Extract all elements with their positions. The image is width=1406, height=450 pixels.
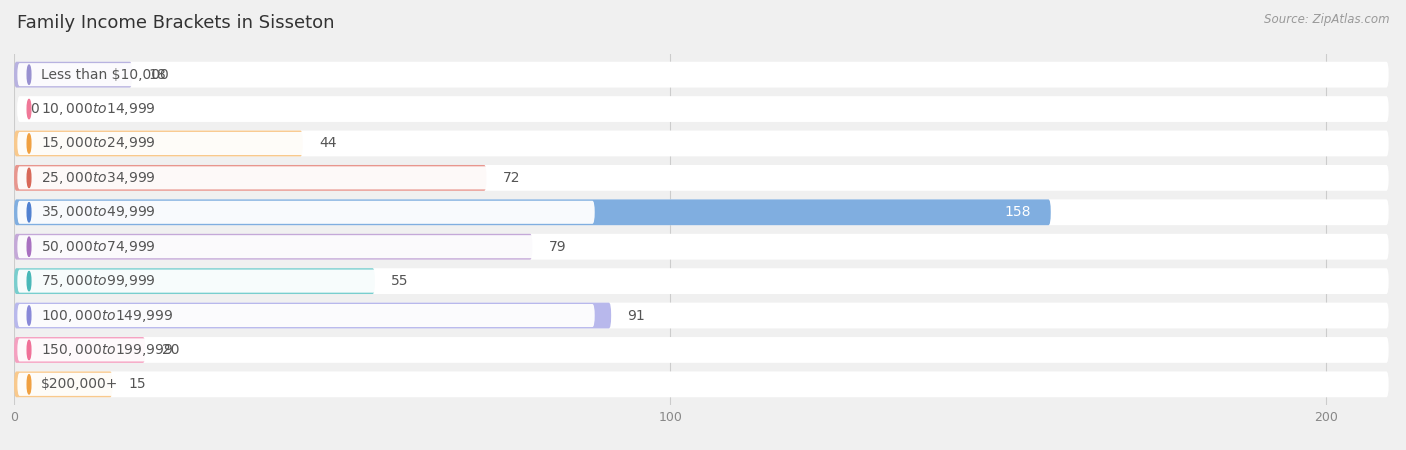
Text: 91: 91 <box>627 309 645 323</box>
FancyBboxPatch shape <box>14 234 533 260</box>
Circle shape <box>27 202 31 222</box>
FancyBboxPatch shape <box>17 337 1389 363</box>
Circle shape <box>27 237 31 256</box>
Text: 72: 72 <box>503 171 520 185</box>
Text: $150,000 to $199,999: $150,000 to $199,999 <box>41 342 173 358</box>
Circle shape <box>27 99 31 119</box>
Text: $25,000 to $34,999: $25,000 to $34,999 <box>41 170 156 186</box>
FancyBboxPatch shape <box>17 201 595 224</box>
FancyBboxPatch shape <box>14 268 375 294</box>
Circle shape <box>27 134 31 153</box>
Text: Source: ZipAtlas.com: Source: ZipAtlas.com <box>1264 14 1389 27</box>
FancyBboxPatch shape <box>14 302 612 328</box>
FancyBboxPatch shape <box>14 337 145 363</box>
FancyBboxPatch shape <box>17 62 1389 88</box>
Text: 158: 158 <box>1004 205 1031 219</box>
FancyBboxPatch shape <box>14 130 302 157</box>
Circle shape <box>27 340 31 360</box>
Circle shape <box>27 271 31 291</box>
FancyBboxPatch shape <box>17 304 595 327</box>
FancyBboxPatch shape <box>14 62 132 88</box>
Text: $200,000+: $200,000+ <box>41 378 118 392</box>
Text: Family Income Brackets in Sisseton: Family Income Brackets in Sisseton <box>17 14 335 32</box>
FancyBboxPatch shape <box>17 132 595 155</box>
FancyBboxPatch shape <box>17 373 595 396</box>
Text: 18: 18 <box>149 68 166 81</box>
FancyBboxPatch shape <box>14 165 486 191</box>
Text: $10,000 to $14,999: $10,000 to $14,999 <box>41 101 156 117</box>
Circle shape <box>27 168 31 188</box>
Text: 79: 79 <box>548 240 567 254</box>
FancyBboxPatch shape <box>17 235 595 258</box>
Circle shape <box>27 306 31 325</box>
FancyBboxPatch shape <box>17 199 1389 225</box>
FancyBboxPatch shape <box>17 98 595 121</box>
FancyBboxPatch shape <box>17 166 595 189</box>
Circle shape <box>27 375 31 394</box>
Text: $35,000 to $49,999: $35,000 to $49,999 <box>41 204 156 220</box>
Text: 44: 44 <box>319 136 336 150</box>
Text: 0: 0 <box>31 102 39 116</box>
FancyBboxPatch shape <box>17 130 1389 157</box>
FancyBboxPatch shape <box>17 338 595 361</box>
Text: $15,000 to $24,999: $15,000 to $24,999 <box>41 135 156 152</box>
FancyBboxPatch shape <box>17 234 1389 260</box>
Text: $50,000 to $74,999: $50,000 to $74,999 <box>41 238 156 255</box>
Circle shape <box>27 65 31 84</box>
FancyBboxPatch shape <box>14 199 1050 225</box>
Text: $75,000 to $99,999: $75,000 to $99,999 <box>41 273 156 289</box>
Text: 55: 55 <box>391 274 409 288</box>
FancyBboxPatch shape <box>17 96 1389 122</box>
Text: $100,000 to $149,999: $100,000 to $149,999 <box>41 307 173 324</box>
FancyBboxPatch shape <box>17 165 1389 191</box>
FancyBboxPatch shape <box>17 371 1389 397</box>
FancyBboxPatch shape <box>17 63 595 86</box>
Text: 20: 20 <box>162 343 179 357</box>
Text: 15: 15 <box>129 378 146 392</box>
FancyBboxPatch shape <box>17 302 1389 328</box>
Text: Less than $10,000: Less than $10,000 <box>41 68 169 81</box>
FancyBboxPatch shape <box>17 268 1389 294</box>
FancyBboxPatch shape <box>14 371 112 397</box>
FancyBboxPatch shape <box>17 270 595 293</box>
